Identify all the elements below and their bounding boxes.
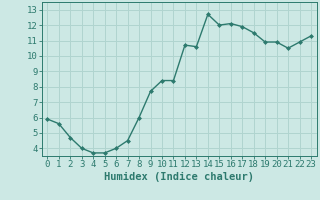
X-axis label: Humidex (Indice chaleur): Humidex (Indice chaleur) [104, 172, 254, 182]
